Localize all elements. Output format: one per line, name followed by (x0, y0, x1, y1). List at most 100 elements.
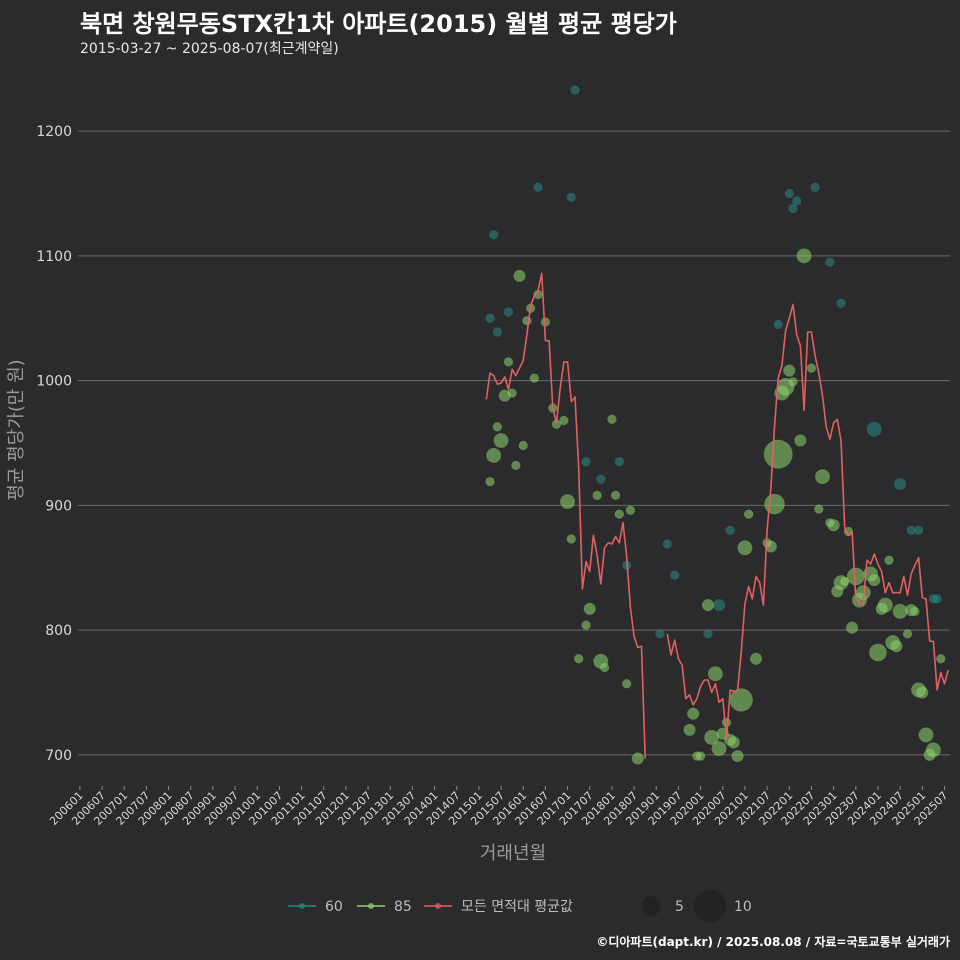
point-85 (727, 736, 740, 749)
point-85 (763, 439, 793, 469)
page-title: 북면 창원무동STX칸1차 아파트(2015) 월별 평균 평당가 (80, 10, 677, 38)
point-85 (890, 640, 903, 653)
point-85 (846, 567, 865, 586)
point-85 (737, 540, 753, 556)
point-60 (662, 539, 672, 549)
point-60 (614, 457, 624, 467)
point-85 (814, 504, 824, 514)
point-85 (925, 742, 941, 758)
point-60 (725, 525, 735, 535)
legend-label: 60 (325, 899, 343, 915)
point-85 (611, 490, 621, 500)
point-60 (533, 182, 543, 192)
point-85 (744, 509, 754, 519)
point-85 (806, 363, 817, 373)
point-85 (892, 603, 908, 619)
gridlines (78, 130, 950, 756)
legend: 60 85 모든 면적대 평균값 5 10 (288, 889, 752, 923)
point-60 (570, 85, 580, 95)
point-85 (503, 357, 514, 367)
point-85 (764, 540, 777, 553)
point-85 (704, 729, 720, 745)
legend-size-label: 5 (675, 899, 684, 915)
legend-size-label: 10 (734, 899, 752, 915)
point-85 (695, 751, 706, 761)
point-85 (599, 662, 610, 673)
y-tick-labels: 700 800 900 1000 1100 1200 (36, 124, 72, 764)
point-85 (486, 448, 502, 463)
point-85 (827, 519, 840, 532)
point-60 (894, 478, 907, 491)
x-axis-title: 거래년월 (480, 843, 546, 864)
point-85 (884, 555, 894, 565)
scatter-points (485, 85, 946, 765)
point-60 (932, 594, 942, 604)
point-85 (936, 654, 946, 664)
average-line-path (485, 272, 949, 759)
point-85 (492, 422, 502, 432)
point-85 (840, 576, 850, 587)
point-85 (796, 248, 812, 264)
point-85 (533, 289, 543, 300)
point-85 (815, 469, 830, 485)
point-60 (485, 313, 495, 323)
legend-key-point (299, 903, 305, 909)
point-85 (729, 688, 753, 712)
point-85 (788, 377, 798, 387)
point-85 (583, 602, 596, 615)
point-60 (489, 230, 499, 240)
point-85 (707, 666, 723, 682)
legend-key-point (368, 903, 374, 909)
point-85 (794, 434, 807, 447)
point-85 (540, 317, 551, 327)
point-60 (825, 257, 835, 267)
y-tick-label: 1100 (36, 249, 72, 265)
y-tick-label: 800 (45, 623, 72, 639)
point-85 (622, 679, 632, 689)
page-subtitle: 2015-03-27 ~ 2025-08-07(최근계약일) (80, 41, 339, 57)
point-85 (916, 686, 929, 699)
point-85 (625, 505, 635, 515)
point-60 (810, 182, 820, 192)
point-85 (721, 717, 732, 727)
legend-size-circle (641, 896, 661, 916)
point-60 (792, 196, 802, 206)
point-60 (703, 629, 713, 639)
point-85 (701, 599, 714, 612)
point-60 (913, 525, 924, 535)
point-85 (631, 752, 644, 765)
point-85 (560, 494, 575, 509)
point-60 (503, 307, 514, 317)
legend-key-point (435, 903, 441, 909)
point-60 (596, 474, 606, 484)
point-85 (910, 606, 920, 616)
y-axis-title: 평균 평당가(만 원) (6, 359, 27, 500)
average-line (485, 272, 949, 759)
point-85 (868, 574, 881, 587)
point-60 (492, 327, 502, 337)
point-85 (902, 629, 913, 639)
point-85 (507, 388, 517, 398)
point-85 (764, 493, 785, 515)
point-85 (877, 597, 893, 613)
y-tick-label: 900 (45, 498, 72, 514)
point-60 (906, 525, 916, 535)
point-85 (574, 654, 584, 664)
y-tick-label: 1000 (36, 374, 72, 390)
legend-size-circle (693, 889, 727, 923)
point-60 (670, 570, 680, 580)
point-85 (607, 414, 617, 424)
legend-label: 85 (394, 899, 412, 915)
point-60 (788, 203, 798, 214)
point-85 (581, 620, 591, 630)
point-60 (581, 457, 591, 467)
point-85 (855, 585, 871, 601)
point-85 (513, 269, 526, 282)
point-60 (784, 188, 794, 199)
point-60 (773, 319, 783, 330)
point-85 (731, 750, 744, 763)
point-60 (655, 629, 665, 639)
point-85 (559, 415, 569, 426)
point-85 (485, 477, 495, 487)
